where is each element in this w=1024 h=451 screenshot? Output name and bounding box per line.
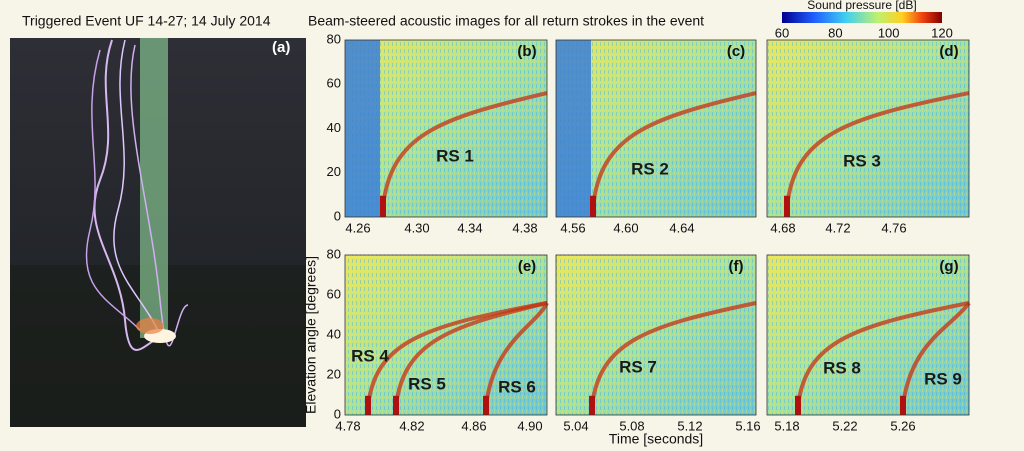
colorbar-tick: 100 xyxy=(878,25,900,40)
x-tick-label: 4.34 xyxy=(457,220,482,235)
y-tick-label: 0 xyxy=(334,208,341,223)
x-tick-label: 5.04 xyxy=(563,418,588,433)
photo-label: (a) xyxy=(272,39,290,56)
x-tick-label: 5.16 xyxy=(735,418,760,433)
stroke-trace xyxy=(590,91,757,218)
x-tick-label: 4.26 xyxy=(345,220,370,235)
stroke-label: RS 8 xyxy=(823,358,861,377)
stroke-base xyxy=(590,195,596,217)
blue-band xyxy=(556,40,591,217)
stroke-base xyxy=(784,195,790,217)
panel-label: (b) xyxy=(517,43,536,60)
stroke-trace xyxy=(393,301,548,416)
colorbar-tick: 60 xyxy=(775,25,789,40)
panel-border xyxy=(766,39,970,218)
panel-label: (c) xyxy=(727,43,745,60)
colorbar-tick: 120 xyxy=(931,25,953,40)
x-tick-label: 5.08 xyxy=(619,418,644,433)
stroke-base xyxy=(900,395,906,415)
stroke-trace xyxy=(795,301,970,416)
stroke-label: RS 6 xyxy=(498,377,536,396)
stroke-base xyxy=(380,195,386,217)
stroke-label: RS 2 xyxy=(631,159,669,178)
acoustic-noise xyxy=(556,255,756,415)
x-tick-label: 4.72 xyxy=(825,220,850,235)
panel-border xyxy=(555,39,757,218)
stroke-base xyxy=(589,395,595,415)
y-tick-label: 40 xyxy=(327,120,341,135)
x-tick-label: 5.22 xyxy=(832,418,857,433)
photo-title: Triggered Event UF 14-27; 14 July 2014 xyxy=(22,13,271,29)
x-tick-label: 5.26 xyxy=(890,418,915,433)
x-tick-label: 4.38 xyxy=(512,220,537,235)
stroke-trace xyxy=(784,91,970,218)
x-tick-label: 4.64 xyxy=(669,220,694,235)
panel-label: (f) xyxy=(729,258,744,275)
x-tick-label: 4.86 xyxy=(461,418,486,433)
stroke-trace xyxy=(589,301,757,416)
y-axis-label: Elevation angle [degrees] xyxy=(303,256,319,414)
y-tick-label: 80 xyxy=(327,31,341,46)
x-axis-label: Time [seconds] xyxy=(609,431,703,447)
stroke-label: RS 9 xyxy=(924,369,962,388)
panel-border xyxy=(555,254,757,416)
photo xyxy=(10,38,306,427)
x-tick-label: 5.18 xyxy=(774,418,799,433)
y-tick-label: 80 xyxy=(327,246,341,261)
stroke-base xyxy=(393,395,399,415)
acoustic-noise xyxy=(767,40,969,217)
y-tick-label: 0 xyxy=(334,406,341,421)
panel-label: (g) xyxy=(939,258,958,275)
stroke-label: RS 7 xyxy=(619,357,657,376)
stroke-base xyxy=(483,395,489,415)
panel-label: (e) xyxy=(518,258,536,275)
stroke-label: RS 4 xyxy=(351,346,389,365)
y-tick-label: 60 xyxy=(327,76,341,91)
x-tick-label: 4.90 xyxy=(517,418,542,433)
y-tick-label: 20 xyxy=(327,366,341,381)
y-tick-label: 20 xyxy=(327,164,341,179)
x-tick-label: 4.68 xyxy=(770,220,795,235)
panel-border xyxy=(344,39,548,218)
stroke-base xyxy=(795,395,801,415)
y-tick-label: 40 xyxy=(327,326,341,341)
stroke-trace xyxy=(380,91,548,218)
panel-label: (d) xyxy=(939,43,958,60)
x-tick-label: 4.82 xyxy=(399,418,424,433)
x-tick-label: 4.56 xyxy=(560,220,585,235)
stroke-label: RS 3 xyxy=(843,151,881,170)
stroke-label: RS 5 xyxy=(408,374,446,393)
y-tick-label: 60 xyxy=(327,286,341,301)
stroke-base xyxy=(365,395,371,415)
stroke-label: RS 1 xyxy=(436,146,474,165)
panel-border xyxy=(344,254,548,416)
figure-title: Beam-steered acoustic images for all ret… xyxy=(308,13,704,29)
x-tick-label: 4.76 xyxy=(881,220,906,235)
colorbar-tick: 80 xyxy=(828,25,842,40)
stroke-trace xyxy=(483,302,549,416)
x-tick-label: 4.78 xyxy=(335,418,360,433)
blue-band xyxy=(345,40,380,217)
colorbar xyxy=(782,12,942,23)
x-tick-label: 5.12 xyxy=(677,418,702,433)
panel-border xyxy=(766,254,970,416)
stroke-trace xyxy=(365,301,548,416)
x-tick-label: 4.30 xyxy=(404,220,429,235)
stroke-trace xyxy=(900,301,971,416)
colorbar-label: Sound pressure [dB] xyxy=(807,0,916,12)
x-tick-label: 4.60 xyxy=(613,220,638,235)
